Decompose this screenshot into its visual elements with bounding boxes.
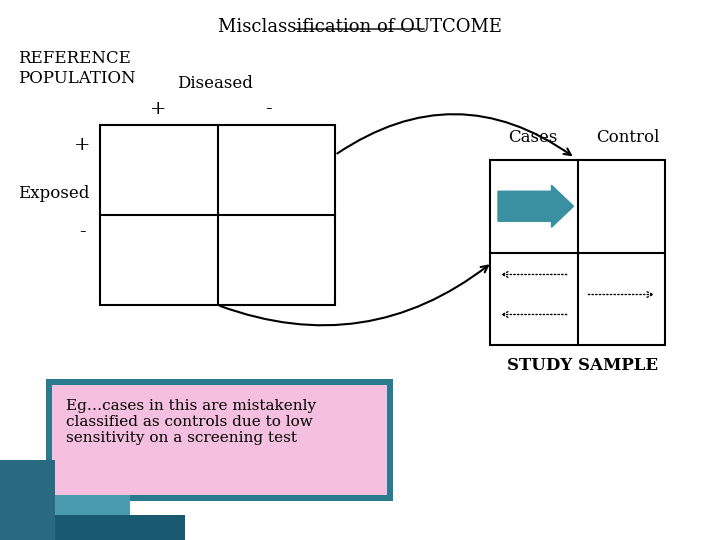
Text: Eg…cases in this are mistakenly
classified as controls due to low
sensitivity on: Eg…cases in this are mistakenly classifi…: [66, 399, 316, 446]
Bar: [0, 460, 55, 540]
Text: Exposed: Exposed: [18, 185, 89, 202]
Bar: [100, 125, 335, 305]
Text: REFERENCE
POPULATION: REFERENCE POPULATION: [18, 50, 135, 86]
Bar: [0, 495, 130, 540]
Text: +: +: [73, 136, 90, 154]
Text: Misclassification of OUTCOME: Misclassification of OUTCOME: [218, 18, 502, 36]
Text: +: +: [150, 100, 166, 118]
FancyArrowPatch shape: [337, 114, 571, 155]
Text: STUDY SAMPLE: STUDY SAMPLE: [507, 357, 658, 374]
Text: Diseased: Diseased: [177, 75, 253, 92]
FancyArrow shape: [498, 185, 574, 227]
Text: Cases: Cases: [508, 129, 557, 146]
FancyArrowPatch shape: [220, 266, 488, 325]
Text: -: -: [78, 223, 85, 241]
Bar: [490, 160, 665, 345]
Text: -: -: [265, 100, 271, 118]
Bar: [46, 379, 393, 501]
Text: Control: Control: [596, 129, 660, 146]
Bar: [52, 385, 387, 495]
Bar: [55, 515, 185, 540]
